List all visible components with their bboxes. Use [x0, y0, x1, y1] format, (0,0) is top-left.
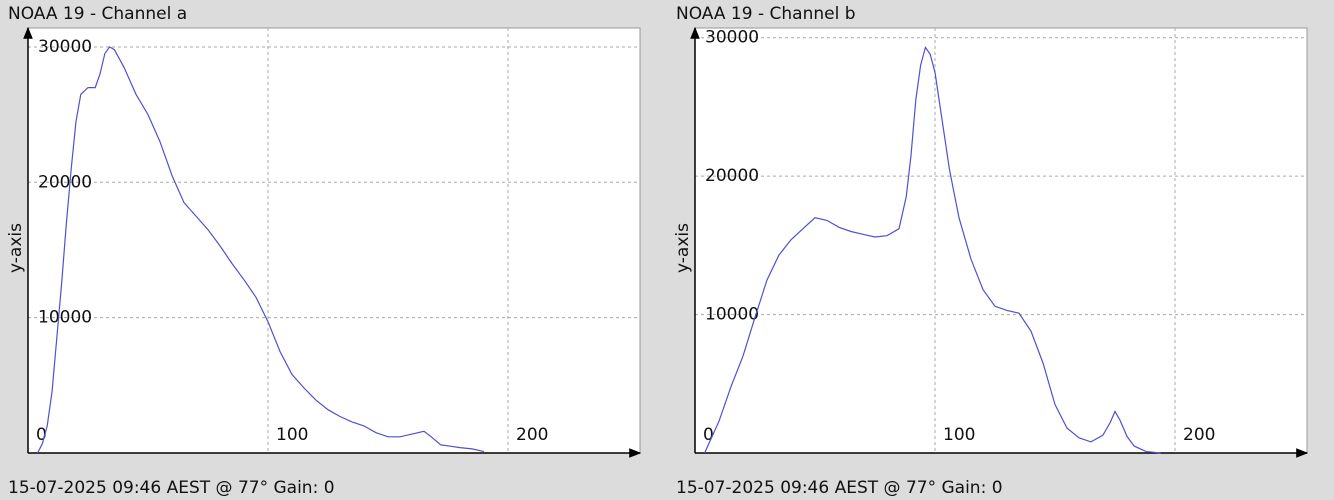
y-tick-label: 10000 [705, 305, 759, 325]
plot-area [694, 27, 1308, 454]
y-tick-label: 30000 [705, 28, 759, 48]
y-axis-label: y-axis [6, 223, 26, 273]
chart-title: NOAA 19 - Channel a [8, 4, 187, 24]
y-tick-label: 20000 [38, 172, 92, 192]
y-axis-label: y-axis [673, 223, 693, 273]
x-tick-label: 100 [276, 425, 308, 445]
caption: 15-07-2025 09:46 AEST @ 77° Gain: 0 [676, 478, 1003, 498]
x-tick-label: 200 [516, 425, 548, 445]
plot-area [27, 27, 641, 454]
y-tick-label: 10000 [38, 308, 92, 328]
chart-title: NOAA 19 - Channel b [676, 4, 856, 24]
x-tick-label: 0 [703, 425, 714, 445]
x-tick-label: 100 [943, 425, 975, 445]
data-line [704, 45, 1161, 454]
data-line [37, 46, 485, 454]
y-tick-label: 20000 [705, 166, 759, 186]
x-tick-label: 0 [36, 425, 47, 445]
caption: 15-07-2025 09:46 AEST @ 77° Gain: 0 [8, 478, 335, 498]
x-tick-label: 200 [1183, 425, 1215, 445]
chart-panel: NOAA 19 - Channel a 0 100 200 10000 20000 3000… [6, 4, 642, 498]
y-tick-label: 30000 [38, 37, 92, 57]
chart-panel: NOAA 19 - Channel b 0 100 200 10000 20000 3000… [673, 4, 1309, 498]
